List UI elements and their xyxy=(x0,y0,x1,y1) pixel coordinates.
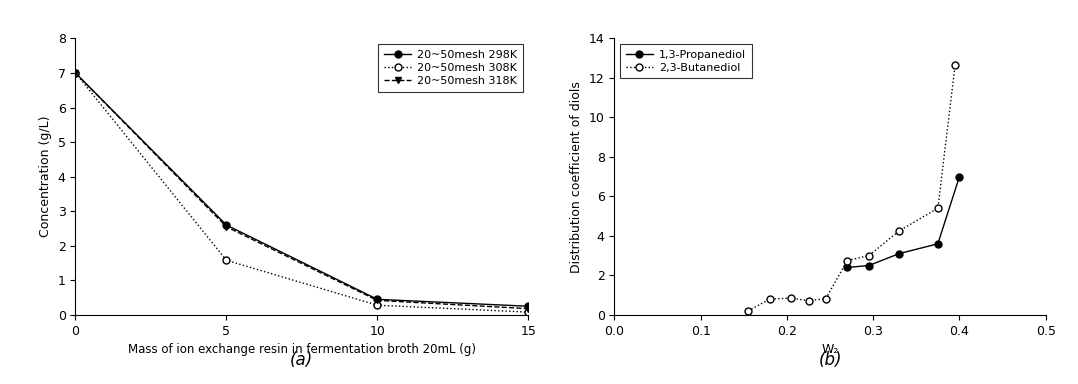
2,3-Butanediol xyxy=(763,297,776,301)
20~50mesh 308K xyxy=(371,303,384,308)
Line: 2,3-Butanediol: 2,3-Butanediol xyxy=(745,61,958,314)
1,3-Propanediol xyxy=(893,252,906,256)
Legend: 20~50mesh 298K, 20~50mesh 308K, 20~50mesh 318K: 20~50mesh 298K, 20~50mesh 308K, 20~50mes… xyxy=(378,44,523,92)
Line: 20~50mesh 298K: 20~50mesh 298K xyxy=(72,70,531,310)
Line: 20~50mesh 308K: 20~50mesh 308K xyxy=(72,70,531,316)
Text: (b): (b) xyxy=(818,351,842,369)
2,3-Butanediol xyxy=(893,228,906,233)
2,3-Butanediol xyxy=(802,298,815,303)
2,3-Butanediol xyxy=(742,309,755,313)
Text: (a): (a) xyxy=(290,351,314,369)
20~50mesh 298K xyxy=(220,223,233,227)
20~50mesh 318K xyxy=(522,306,535,311)
X-axis label: Mass of ion exchange resin in fermentation broth 20mL (g): Mass of ion exchange resin in fermentati… xyxy=(128,343,475,356)
2,3-Butanediol xyxy=(862,253,875,258)
2,3-Butanediol xyxy=(931,206,944,210)
2,3-Butanediol xyxy=(841,258,854,263)
20~50mesh 308K xyxy=(522,310,535,314)
2,3-Butanediol xyxy=(949,63,962,67)
2,3-Butanediol xyxy=(819,296,832,301)
20~50mesh 318K xyxy=(371,298,384,303)
1,3-Propanediol xyxy=(931,242,944,246)
Y-axis label: Distribution coefficient of diols: Distribution coefficient of diols xyxy=(570,81,583,273)
20~50mesh 298K xyxy=(371,297,384,302)
Legend: 1,3-Propanediol, 2,3-Butanediol: 1,3-Propanediol, 2,3-Butanediol xyxy=(620,44,751,78)
2,3-Butanediol xyxy=(785,296,798,300)
1,3-Propanediol xyxy=(841,265,854,270)
1,3-Propanediol xyxy=(862,263,875,268)
Y-axis label: Concentration (g/L): Concentration (g/L) xyxy=(39,116,52,237)
1,3-Propanediol xyxy=(953,174,966,179)
Line: 20~50mesh 318K: 20~50mesh 318K xyxy=(72,70,531,312)
20~50mesh 308K xyxy=(69,71,82,75)
20~50mesh 308K xyxy=(220,258,233,263)
20~50mesh 298K xyxy=(69,71,82,75)
20~50mesh 318K xyxy=(69,71,82,75)
20~50mesh 318K xyxy=(220,224,233,229)
Line: 1,3-Propanediol: 1,3-Propanediol xyxy=(844,173,963,271)
20~50mesh 298K xyxy=(522,304,535,309)
X-axis label: W₂: W₂ xyxy=(821,343,839,356)
